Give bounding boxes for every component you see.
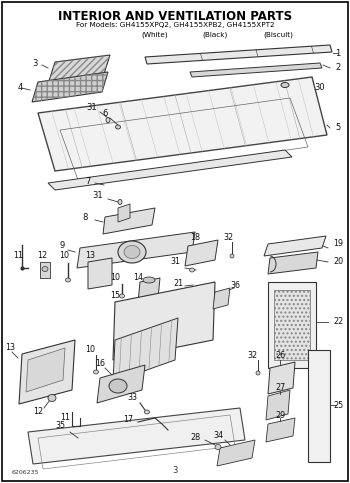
Ellipse shape [93,370,98,374]
Text: For Models: GH4155XPQ2, GH4155XPB2, GH4155XPT2: For Models: GH4155XPQ2, GH4155XPB2, GH41… [76,22,274,28]
Polygon shape [213,288,230,309]
Polygon shape [19,340,75,404]
Text: 31: 31 [170,256,180,266]
Text: 16: 16 [95,359,105,369]
Text: 33: 33 [127,394,137,402]
Polygon shape [118,204,130,222]
Polygon shape [113,318,178,382]
Polygon shape [28,408,245,464]
Text: 34: 34 [213,431,223,440]
Polygon shape [264,236,326,256]
Text: 31: 31 [93,191,103,200]
Text: 11: 11 [60,413,70,423]
Polygon shape [48,150,292,190]
Polygon shape [308,350,330,462]
Text: 10: 10 [110,273,120,283]
Text: 8: 8 [82,213,88,222]
Text: 3: 3 [172,466,178,475]
Ellipse shape [281,83,289,87]
Ellipse shape [118,199,122,204]
Text: 26: 26 [275,352,285,360]
Ellipse shape [189,268,195,272]
Polygon shape [97,365,145,403]
Text: 12: 12 [33,408,43,416]
Text: 10: 10 [59,251,69,259]
Text: 25: 25 [333,400,343,410]
Text: 19: 19 [333,240,343,248]
Ellipse shape [109,379,127,393]
Polygon shape [40,262,50,278]
Polygon shape [268,252,318,274]
Polygon shape [113,282,215,360]
Polygon shape [268,362,295,394]
Text: (Biscuit): (Biscuit) [263,32,293,39]
Text: 1: 1 [335,48,341,57]
Polygon shape [266,390,290,420]
Text: 28: 28 [190,434,200,442]
Text: 32: 32 [223,233,233,242]
Ellipse shape [215,444,221,450]
Text: 18: 18 [190,232,200,242]
Polygon shape [266,418,295,442]
Text: 35: 35 [55,421,65,429]
Polygon shape [77,232,195,268]
Text: 5: 5 [335,124,341,132]
Text: 3: 3 [32,58,38,68]
Polygon shape [26,348,65,392]
Text: 13: 13 [5,343,15,353]
Text: 10: 10 [85,345,95,355]
Text: 22: 22 [333,317,343,327]
Polygon shape [32,72,108,102]
Polygon shape [268,282,316,368]
Text: 2: 2 [335,63,341,72]
Text: 36: 36 [230,282,240,290]
Text: 13: 13 [85,251,95,259]
Ellipse shape [42,267,48,271]
Text: 11: 11 [13,251,23,259]
Ellipse shape [145,410,149,414]
Text: (Black): (Black) [202,32,228,39]
Ellipse shape [230,254,234,258]
Polygon shape [145,45,332,64]
Polygon shape [217,440,255,466]
Ellipse shape [256,371,260,375]
Polygon shape [185,240,218,266]
Text: 12: 12 [37,251,47,259]
Text: 9: 9 [60,242,65,251]
Ellipse shape [65,278,70,282]
Text: 20: 20 [333,257,343,267]
Polygon shape [103,208,155,234]
Text: 4: 4 [18,84,23,93]
Ellipse shape [118,241,146,263]
Ellipse shape [143,277,155,283]
Text: 29: 29 [275,411,285,420]
Text: 14: 14 [133,273,143,283]
Polygon shape [274,290,310,360]
Text: 21: 21 [173,279,183,287]
Ellipse shape [119,294,125,298]
Text: INTERIOR AND VENTILATION PARTS: INTERIOR AND VENTILATION PARTS [58,10,292,23]
Text: 15: 15 [110,292,120,300]
Text: 27: 27 [275,384,285,393]
Ellipse shape [116,125,120,129]
Ellipse shape [124,245,140,258]
Polygon shape [49,55,110,81]
Text: (White): (White) [142,32,168,39]
Polygon shape [88,258,112,289]
Polygon shape [190,63,322,77]
Text: 30: 30 [315,84,325,93]
Text: 6: 6 [102,110,108,118]
Polygon shape [38,77,327,171]
Ellipse shape [106,117,110,123]
Text: 7: 7 [85,177,91,186]
Text: 32: 32 [247,352,257,360]
Text: 31: 31 [87,102,97,112]
Ellipse shape [48,395,56,401]
Polygon shape [138,278,160,302]
Text: 6206235: 6206235 [12,470,40,475]
Text: 17: 17 [123,415,133,425]
